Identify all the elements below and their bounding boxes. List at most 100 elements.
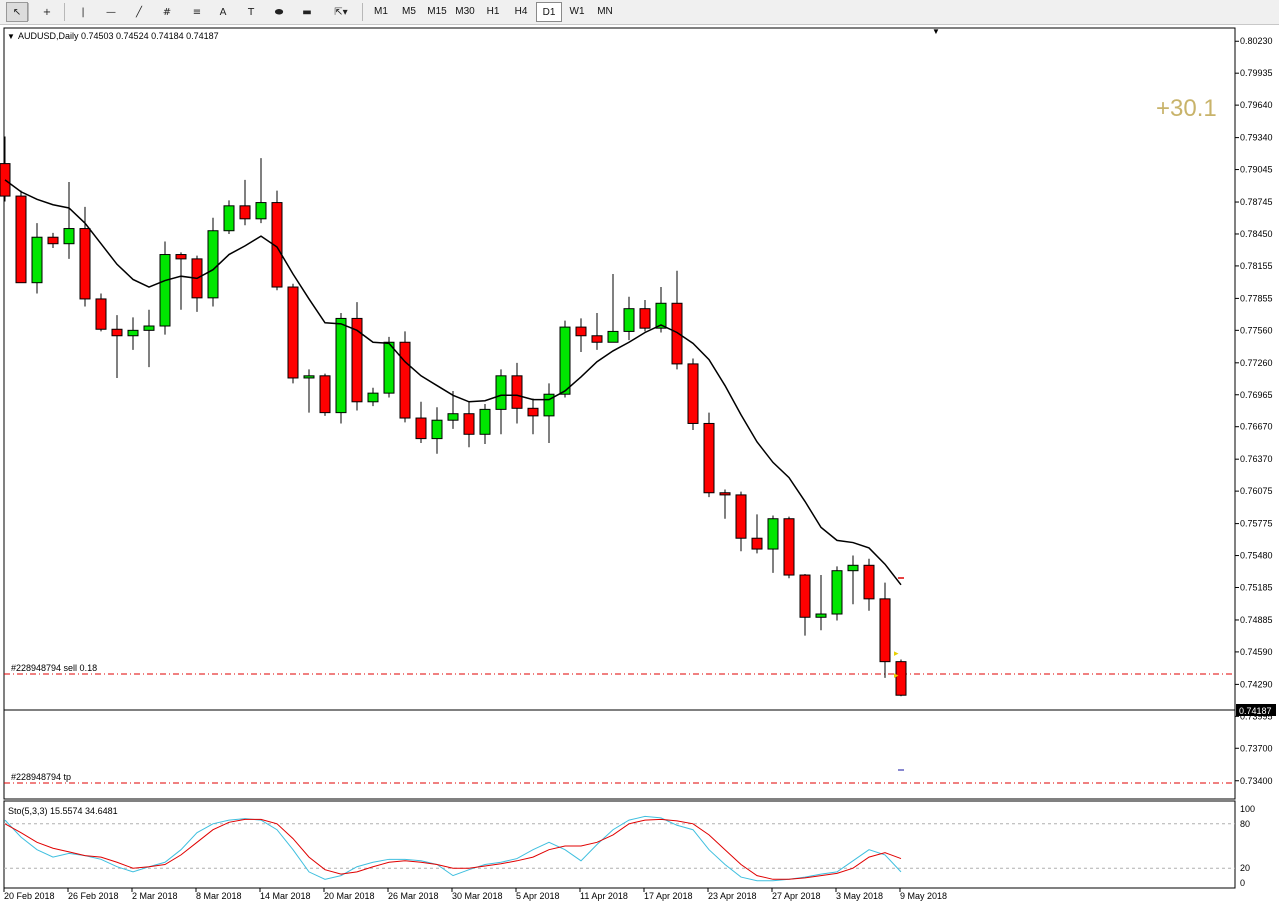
cursor-tool-icon[interactable]: ↖ [6, 2, 28, 22]
candle-body [367, 392, 379, 403]
candle-body [63, 228, 75, 245]
ma-polyline [4, 179, 902, 586]
price-tick-label: 0.73400 [1240, 776, 1273, 786]
vertical-line-tool-icon[interactable]: | [81, 6, 85, 18]
entry-arrow-icon: ▸ [894, 648, 899, 658]
timeframe-m5[interactable]: M5 [402, 6, 416, 17]
trendline-tool-icon[interactable]: ╱ [135, 6, 143, 18]
toolbar-separator [362, 3, 363, 21]
chart-shift-icon[interactable]: ▼ [932, 27, 940, 36]
current-price-box [1236, 704, 1276, 716]
crosshair-tool-icon[interactable]: + [42, 6, 52, 18]
indicator-frame[interactable] [3, 800, 1236, 889]
candle-body [303, 375, 315, 379]
price-tick-label: 0.78155 [1240, 261, 1273, 271]
candle-body [639, 308, 651, 329]
date-tick-label: 5 Apr 2018 [516, 891, 560, 901]
candle-body [495, 375, 507, 410]
price-tick-label: 0.75480 [1240, 551, 1273, 561]
price-chart-frame[interactable] [3, 27, 1236, 800]
timeframe-d1[interactable]: D1 [536, 2, 562, 22]
profit-label: +30.1 [1156, 95, 1217, 122]
stoch-axis: 100 80 20 0 [1240, 804, 1255, 888]
candle-body [207, 230, 219, 299]
date-tick-label: 3 May 2018 [836, 891, 883, 901]
candles [0, 136, 907, 697]
current-price-label: 0.74187 [1239, 706, 1272, 716]
text-tool-icon[interactable]: A [219, 6, 227, 18]
candle-body [431, 419, 443, 440]
candle-body [559, 326, 571, 395]
candle-body [399, 341, 411, 419]
candle-body [383, 341, 395, 394]
candle-body [319, 375, 331, 414]
candle-body [703, 422, 715, 494]
fibonacci-tool-icon[interactable]: # [162, 6, 172, 18]
timeframe-h4[interactable]: H4 [514, 6, 528, 17]
moving-average [4, 179, 902, 586]
fibonacci-fan-tool-icon[interactable]: ≡ [192, 6, 202, 18]
stoch-tick-label: 0 [1240, 878, 1245, 888]
candle-body [527, 407, 539, 417]
arrows-tool-icon[interactable]: ⇱▾ [334, 6, 348, 18]
date-tick-label: 14 Mar 2018 [260, 891, 311, 901]
candle-body [255, 202, 267, 220]
stoch-levels [4, 823, 1235, 869]
date-tick-label: 17 Apr 2018 [644, 891, 693, 901]
price-tick-label: 0.73995 [1240, 711, 1273, 721]
ellipse-tool-icon[interactable]: ⬬ [274, 6, 284, 18]
candle-body [79, 228, 91, 300]
order-lines [4, 673, 1235, 784]
price-tick-label: 0.77260 [1240, 358, 1273, 368]
stoch-tick-label: 100 [1240, 804, 1255, 814]
chart-area[interactable]: 0.80230 0.79935 0.79640 0.79340 0.79045 0.787… [0, 26, 1279, 913]
price-tick-label: 0.76370 [1240, 454, 1273, 464]
timeframe-m1[interactable]: M1 [374, 6, 388, 17]
order-tp-label: #228948794 tp [11, 772, 71, 782]
horizontal-line-tool-icon[interactable]: — [106, 6, 116, 18]
candle-body [15, 195, 27, 284]
text-label-tool-icon[interactable]: T [247, 6, 255, 18]
candle-body [815, 613, 827, 618]
candle-body [607, 330, 619, 343]
chart-dropdown-icon[interactable]: ▼ [7, 32, 15, 41]
stoch-tick-label: 80 [1240, 819, 1250, 829]
price-tick-label: 0.76965 [1240, 390, 1273, 400]
stoch-signal-line [4, 818, 902, 880]
candle-body [575, 326, 587, 337]
candle-body [415, 417, 427, 440]
candle-body [143, 325, 155, 331]
candle-body [655, 302, 667, 329]
candle-body [463, 413, 475, 435]
timeframe-m15[interactable]: M15 [427, 6, 447, 17]
price-axis: 0.80230 0.79935 0.79640 0.79340 0.79045 0.787… [1235, 36, 1273, 786]
candle-body [751, 537, 763, 550]
candle-body [879, 598, 891, 663]
candle-body [735, 494, 747, 539]
rectangle-tool-icon[interactable]: ▬ [302, 6, 312, 18]
date-tick-label: 30 Mar 2018 [452, 891, 503, 901]
candle-body [767, 518, 779, 550]
timeframe-w1[interactable]: W1 [569, 6, 585, 17]
indicator-label: Sto(5,3,3) 15.5574 34.6481 [8, 806, 118, 816]
candle-body [271, 202, 283, 288]
candle-body [831, 570, 843, 615]
timeframe-m30[interactable]: M30 [455, 6, 475, 17]
candle-body [591, 335, 603, 343]
date-tick-label: 9 May 2018 [900, 891, 947, 901]
stoch-main-line [4, 815, 902, 882]
candle-body [623, 308, 635, 332]
timeframe-mn[interactable]: MN [597, 6, 613, 17]
candle-body [0, 163, 11, 197]
candle-body [799, 574, 811, 618]
candle-body [351, 317, 363, 403]
candle-body [543, 393, 555, 417]
timeframe-h1[interactable]: H1 [486, 6, 500, 17]
price-tick-label: 0.80230 [1240, 36, 1273, 46]
price-tick-label: 0.75775 [1240, 519, 1273, 529]
candle-body [335, 317, 347, 414]
date-tick-label: 26 Mar 2018 [388, 891, 439, 901]
date-axis: 20 Feb 2018 26 Feb 2018 2 Mar 2018 8 Mar 20… [3, 888, 947, 901]
candle-body [111, 328, 123, 337]
candle-body [159, 254, 171, 327]
